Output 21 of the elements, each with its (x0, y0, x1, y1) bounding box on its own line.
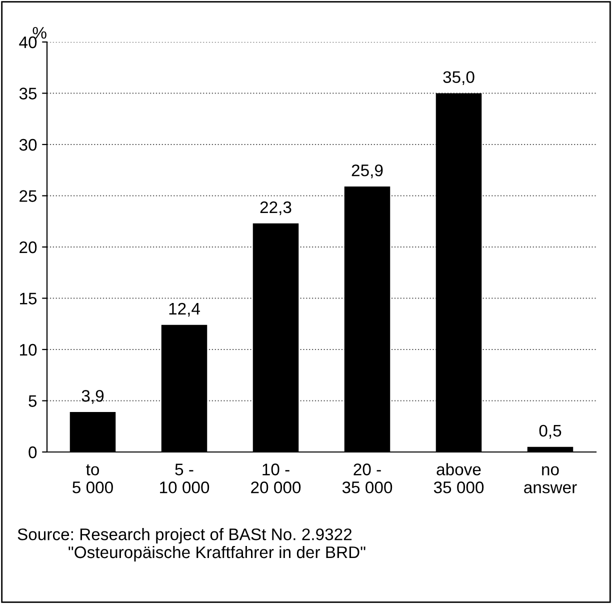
y-tick-label: 35 (19, 88, 37, 100)
y-tick-label: 5 (28, 395, 37, 407)
data-label: 0,5 (539, 424, 562, 439)
source-note: Source: Research project of BASt No. 2.9322 "Osteuropäische Kraftfahrer in der BRD" (18, 528, 366, 562)
y-tick-label: 0 (28, 446, 37, 458)
data-label: 12,4 (169, 302, 200, 317)
x-tick-label: above 35 000 (434, 463, 484, 494)
x-tick-label: 20 - 35 000 (342, 464, 392, 494)
x-tick-label: to 5 000 (72, 464, 113, 494)
x-tick-label: no answer (524, 466, 577, 494)
y-tick-label: 25 (20, 190, 37, 202)
y-tick-label: 20 (20, 241, 37, 254)
data-label: 3,9 (82, 390, 104, 404)
x-tick-label: 10 - 20 000 (251, 464, 301, 494)
y-tick-label: 10 (20, 344, 37, 356)
y-tick-label: 15 (20, 292, 37, 304)
data-label: 22,3 (260, 201, 292, 216)
y-tick-label: 30 (19, 138, 37, 151)
x-tick-label: 5 - 10 000 (160, 464, 210, 494)
data-label: 35,0 (443, 71, 474, 85)
data-label: 25,9 (352, 164, 383, 178)
